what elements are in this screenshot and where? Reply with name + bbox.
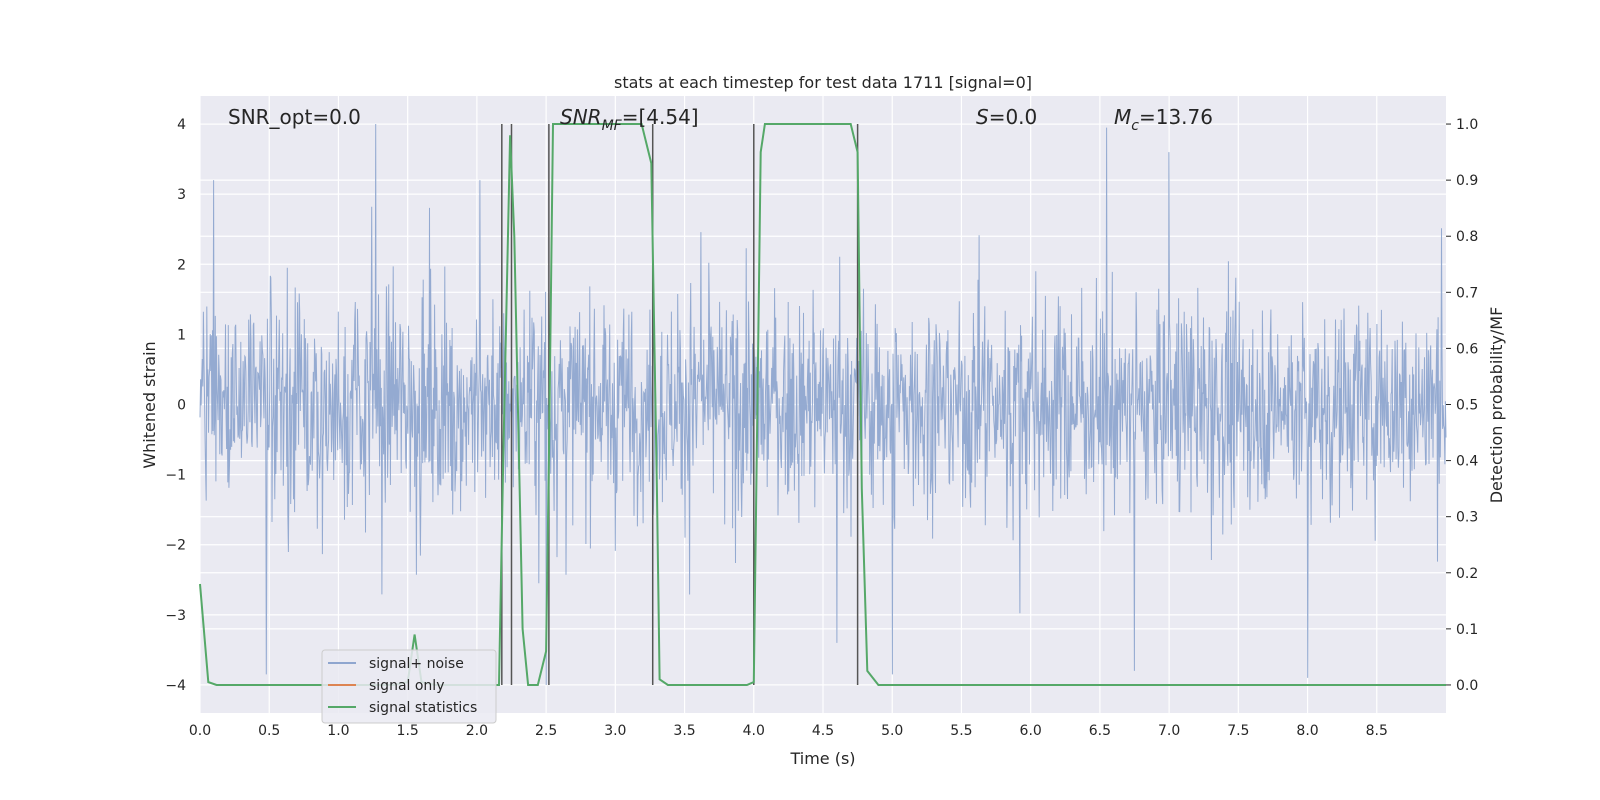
y-tick-label-left: −3 <box>165 608 186 624</box>
y-tick-label-right: 0.5 <box>1456 398 1478 414</box>
y-ticks-left: 4 3 2 1 0 −1 −2 −3 −4 <box>165 117 186 694</box>
series-signal-noise <box>199 123 1447 686</box>
y-tick-label-left: 2 <box>177 257 186 273</box>
x-tick-label: 8.5 <box>1366 723 1388 739</box>
chart-title: stats at each timestep for test data 171… <box>614 73 1032 92</box>
y-tick-label-right: 0.9 <box>1456 173 1478 189</box>
x-tick-label: 7.0 <box>1158 723 1180 739</box>
y-tick-label-left: 0 <box>177 398 186 414</box>
x-tick-label: 4.5 <box>812 723 834 739</box>
y-tick-label-left: 1 <box>177 327 186 343</box>
x-tick-label: 6.5 <box>1089 723 1111 739</box>
legend-label-signal-noise: signal+ noise <box>369 656 464 672</box>
y-tick-label-right: 0.7 <box>1456 285 1478 301</box>
x-tick-label: 1.5 <box>397 723 419 739</box>
legend-box <box>321 649 497 724</box>
y-tick-label-right: 0.2 <box>1456 566 1478 582</box>
x-tick-label: 4.0 <box>743 723 765 739</box>
y-axis-label-right: Detection probability/MF <box>1487 307 1506 504</box>
y-axis-label-left: Whitened strain <box>140 341 159 468</box>
annotation-s: S=0.0 <box>976 105 1037 129</box>
y-tick-label-right: 0.6 <box>1456 341 1478 357</box>
x-tick-label: 2.5 <box>535 723 557 739</box>
x-ticks: 0.0 0.5 1.0 1.5 2.0 2.5 3.0 3.5 4.0 4.5 5.0 5.5 6.0 6… <box>189 723 1388 739</box>
series-signal-statistics <box>199 123 1446 686</box>
annotation-snr-mf: SNRMF=[4.54] <box>560 105 699 134</box>
x-tick-label: 0.0 <box>189 723 211 739</box>
signal-noise-line <box>199 123 1447 686</box>
y-tick-label-right: 0.0 <box>1456 678 1478 694</box>
y-tick-label-left: −1 <box>165 468 186 484</box>
y-tick-label-right: 1.0 <box>1456 117 1478 133</box>
x-tick-label: 5.5 <box>950 723 972 739</box>
annotation-snr-opt: SNR_opt=0.0 <box>228 105 361 129</box>
x-tick-label: 0.5 <box>258 723 280 739</box>
x-tick-label: 7.5 <box>1227 723 1249 739</box>
x-tick-label: 8.0 <box>1296 723 1318 739</box>
x-tick-label: 5.0 <box>881 723 903 739</box>
y-tick-label-left: −2 <box>165 538 186 554</box>
x-tick-label: 6.0 <box>1020 723 1042 739</box>
x-tick-label: 3.5 <box>673 723 695 739</box>
signal-statistics-line <box>199 123 1446 686</box>
legend: signal+ noise signal only signal statist… <box>321 649 497 724</box>
y-tick-label-left: 4 <box>177 117 186 133</box>
y-tick-label-right: 0.3 <box>1456 510 1478 526</box>
y-ticks-right: 1.0 0.9 0.8 0.7 0.6 0.5 0.4 0.3 0.2 0.1 0.0 <box>1446 117 1478 694</box>
y-tick-label-right: 0.1 <box>1456 622 1478 638</box>
x-tick-label: 2.0 <box>466 723 488 739</box>
y-tick-label-left: −4 <box>165 678 186 694</box>
legend-label-signal-statistics: signal statistics <box>369 700 477 716</box>
x-axis-label: Time (s) <box>789 749 855 768</box>
y-tick-label-right: 0.8 <box>1456 229 1478 245</box>
x-tick-label: 1.0 <box>327 723 349 739</box>
y-tick-label-right: 0.4 <box>1456 454 1478 470</box>
x-tick-label: 3.0 <box>604 723 626 739</box>
annotation-mc: Mc=13.76 <box>1114 105 1213 134</box>
y-tick-label-left: 3 <box>177 187 186 203</box>
legend-label-signal-only: signal only <box>369 678 444 694</box>
